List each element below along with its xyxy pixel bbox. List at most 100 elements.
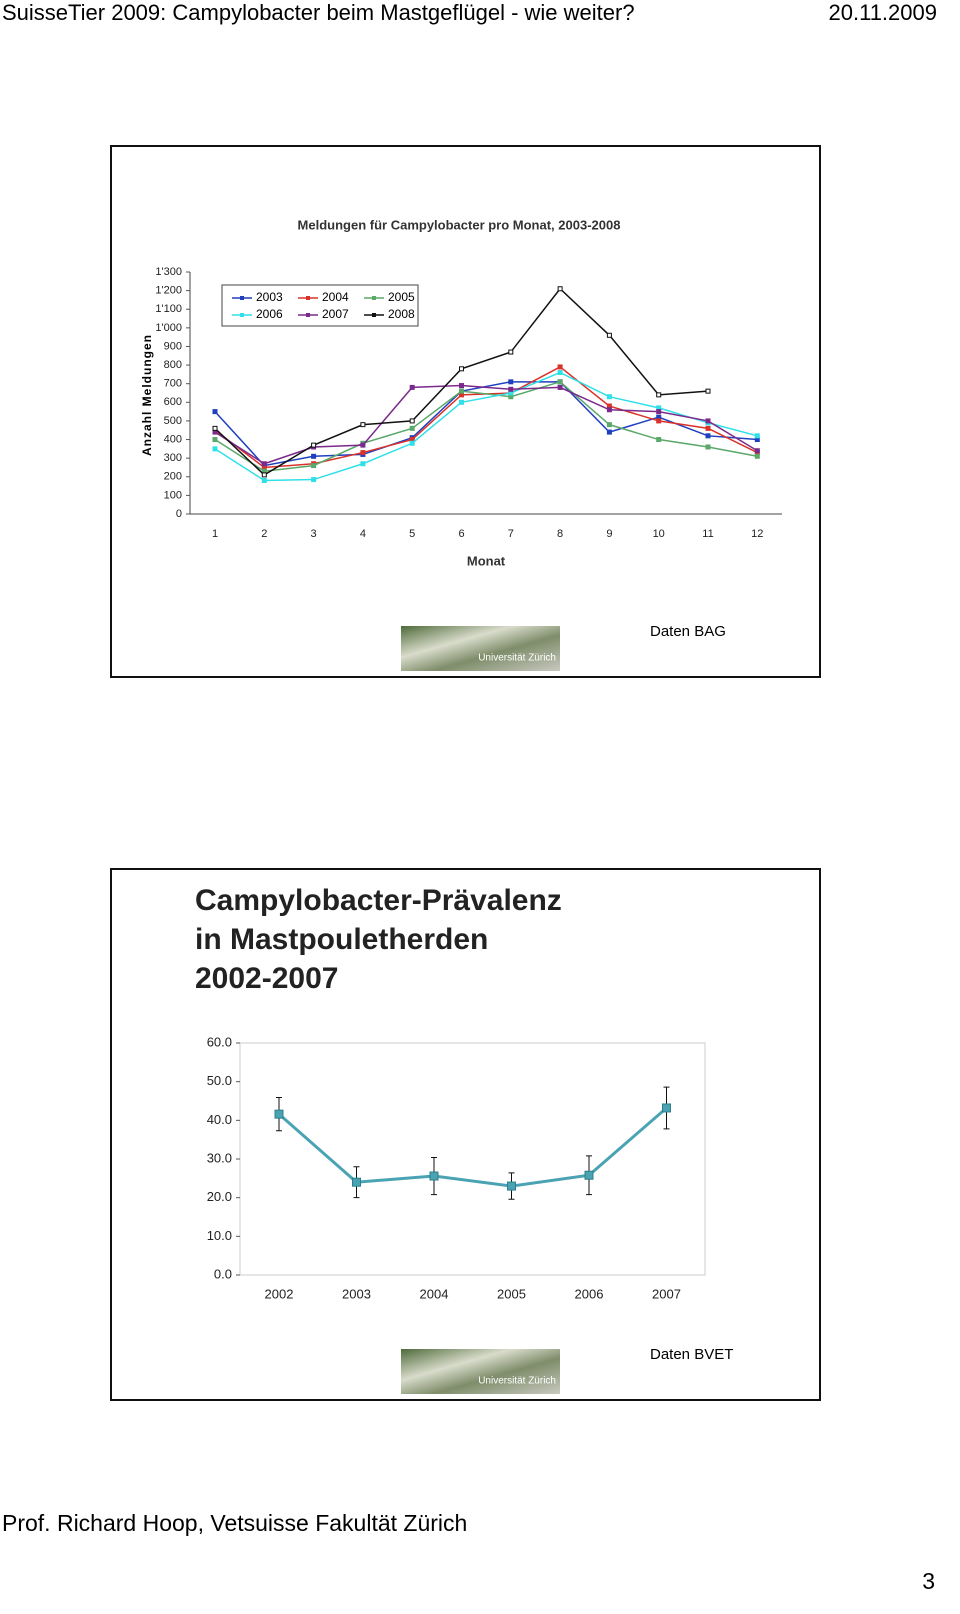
point	[557, 286, 563, 292]
point	[656, 392, 662, 398]
legend-label: 2005	[388, 290, 415, 304]
point	[429, 1171, 439, 1181]
point	[754, 448, 760, 454]
x-tick-label: 8	[557, 528, 563, 540]
y-tick-label: 1'100	[155, 303, 182, 315]
chart-title: Meldungen für Campylobacter pro Monat, 2…	[298, 217, 621, 232]
y-tick-label: 400	[164, 433, 182, 445]
point	[212, 425, 218, 431]
legend-swatch	[240, 313, 244, 317]
legend-swatch	[372, 313, 376, 317]
x-tick-label: 4	[360, 528, 366, 540]
y-tick-label: 0.0	[214, 1266, 232, 1281]
slide-frame	[110, 868, 821, 1401]
x-tick-label: 2	[261, 528, 267, 540]
y-tick-label: 1'300	[155, 266, 182, 278]
point	[311, 477, 317, 483]
point	[261, 472, 267, 478]
point	[360, 450, 366, 456]
y-tick-label: 900	[164, 340, 182, 352]
legend-swatch	[240, 296, 244, 300]
point	[557, 364, 563, 370]
point	[754, 433, 760, 439]
point	[459, 388, 464, 394]
y-tick-label: 500	[164, 415, 182, 427]
x-tick-label: 2002	[265, 1286, 294, 1301]
point	[584, 1170, 594, 1180]
source-note: Daten BAG	[650, 623, 726, 640]
point	[656, 418, 662, 424]
chart-title: 2002-2007	[195, 962, 338, 995]
logo	[401, 626, 560, 671]
point	[459, 366, 464, 372]
legend-box	[221, 284, 419, 327]
y-tick-label: 1'000	[155, 322, 182, 334]
y-tick-label: 40.0	[207, 1112, 232, 1127]
y-axis-label: Anzahl Meldungen	[140, 334, 154, 456]
point	[508, 386, 514, 392]
point	[705, 433, 711, 439]
slide-frame	[110, 145, 821, 678]
point	[656, 409, 662, 415]
y-tick-label: 700	[164, 378, 182, 390]
point	[557, 370, 563, 376]
point	[662, 1103, 671, 1113]
x-tick-label: 2007	[652, 1286, 681, 1301]
x-tick-label: 11	[702, 528, 713, 540]
x-tick-label: 2003	[342, 1286, 371, 1301]
point	[409, 418, 415, 424]
y-tick-label: 60.0	[207, 1034, 232, 1049]
point	[557, 379, 563, 385]
series-line	[214, 371, 758, 482]
x-tick-label: 6	[458, 528, 464, 540]
legend-label: 2007	[322, 307, 349, 321]
series-line	[214, 381, 758, 467]
legend-label: 2003	[256, 290, 283, 304]
point	[606, 429, 612, 435]
point	[705, 388, 711, 394]
point	[557, 384, 563, 390]
point	[705, 418, 711, 424]
point	[352, 1177, 361, 1187]
point	[360, 461, 366, 467]
point	[212, 446, 218, 452]
x-tick-label: 12	[751, 528, 763, 540]
header-date: 20.11.2009	[829, 0, 937, 25]
x-tick-label: 5	[409, 528, 415, 540]
x-tick-label: 10	[653, 528, 665, 540]
x-tick-label: 2004	[420, 1286, 449, 1301]
legend-swatch	[306, 296, 310, 300]
point	[311, 442, 317, 448]
point	[705, 425, 711, 431]
legend-swatch	[372, 296, 376, 300]
legend-label: 2006	[256, 307, 283, 321]
logo	[401, 1349, 560, 1394]
chart-title: in Mastpouletherden	[195, 923, 488, 956]
y-tick-label: 300	[164, 452, 182, 464]
point	[261, 461, 267, 467]
point	[212, 437, 218, 443]
point	[606, 394, 612, 400]
footer-author: Prof. Richard Hoop, Vetsuisse Fakultät Z…	[2, 1510, 467, 1536]
page-number: 3	[922, 1568, 935, 1594]
point	[459, 399, 464, 405]
x-tick-label: 3	[311, 528, 317, 540]
point	[311, 453, 317, 459]
y-tick-label: 100	[164, 489, 182, 501]
legend-label: 2004	[322, 290, 349, 304]
legend-swatch	[306, 313, 310, 317]
x-tick-label: 9	[606, 528, 612, 540]
point	[656, 437, 662, 443]
y-tick-label: 20.0	[207, 1189, 232, 1204]
header-title: SuisseTier 2009: Campylobacter beim Mast…	[2, 0, 635, 25]
chart-title: Campylobacter-Prävalenz	[195, 884, 562, 917]
x-tick-label: 2005	[497, 1286, 526, 1301]
y-tick-label: 800	[164, 359, 182, 371]
point	[409, 384, 415, 390]
point	[409, 440, 415, 446]
source-note: Daten BVET	[650, 1346, 733, 1363]
point	[606, 407, 612, 413]
x-tick-label: 7	[508, 528, 514, 540]
